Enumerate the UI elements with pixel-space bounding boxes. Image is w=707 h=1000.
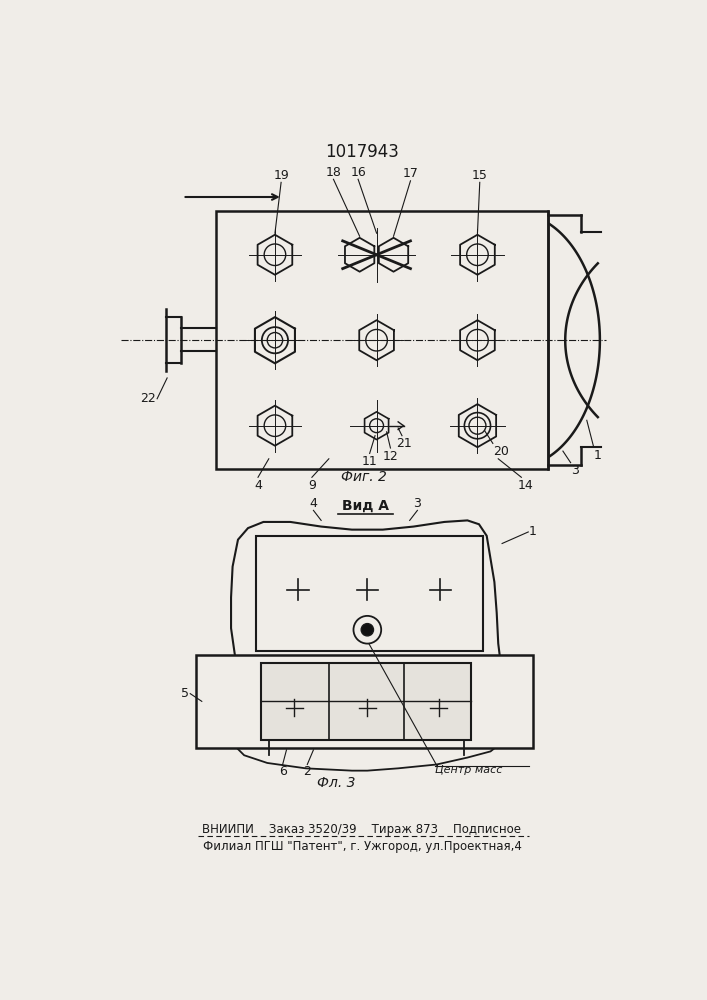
- Text: 9: 9: [308, 479, 316, 492]
- Text: 1: 1: [594, 449, 602, 462]
- Bar: [261, 663, 472, 740]
- Bar: [216, 211, 549, 469]
- Text: 18: 18: [325, 166, 341, 179]
- Polygon shape: [231, 724, 502, 771]
- Text: 6: 6: [279, 765, 286, 778]
- Text: 3: 3: [414, 497, 421, 510]
- Text: Филиал ПГШ "Патент", г. Ужгород, ул.Проектная,4: Филиал ПГШ "Патент", г. Ужгород, ул.Прое…: [202, 840, 521, 853]
- Text: Фиг. 2: Фиг. 2: [341, 470, 387, 484]
- Text: 5: 5: [181, 687, 189, 700]
- Text: 4: 4: [254, 479, 262, 492]
- Text: 12: 12: [382, 450, 398, 463]
- Text: 3: 3: [571, 464, 578, 477]
- Bar: [256, 536, 483, 651]
- Text: Фл. 3: Фл. 3: [317, 776, 356, 790]
- Text: 1: 1: [529, 525, 537, 538]
- Text: 4: 4: [310, 497, 317, 510]
- Text: Вид А: Вид А: [342, 499, 390, 513]
- Text: 1017943: 1017943: [325, 143, 399, 161]
- Polygon shape: [231, 520, 502, 690]
- Text: 15: 15: [472, 169, 488, 182]
- Text: 22: 22: [140, 392, 156, 405]
- Text: 17: 17: [402, 167, 419, 180]
- Text: 19: 19: [273, 169, 289, 182]
- Text: ВНИИПИ    Заказ 3520/39    Тираж 873    Подписное: ВНИИПИ Заказ 3520/39 Тираж 873 Подписное: [202, 823, 522, 836]
- Text: 2: 2: [303, 765, 311, 778]
- Text: Центр масс: Центр масс: [435, 765, 503, 775]
- Text: 14: 14: [518, 479, 533, 492]
- Text: 11: 11: [362, 455, 378, 468]
- Text: 21: 21: [397, 437, 412, 450]
- Bar: [197, 655, 533, 748]
- Text: 16: 16: [350, 166, 366, 179]
- Circle shape: [361, 624, 373, 636]
- Text: 20: 20: [493, 445, 509, 458]
